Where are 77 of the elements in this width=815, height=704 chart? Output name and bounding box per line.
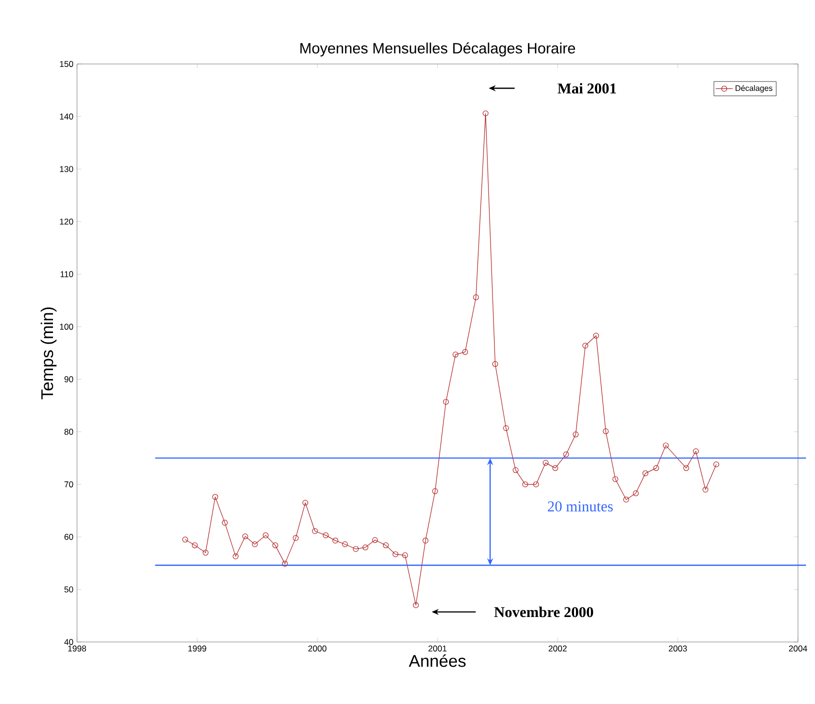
point [322, 532, 329, 538]
x-tick-label: 1999 [188, 646, 206, 652]
point [563, 451, 569, 458]
point [222, 520, 228, 526]
point [352, 546, 359, 552]
x-tick-label: 2004 [789, 646, 808, 652]
y-tick-label: 150 [60, 60, 74, 67]
point [522, 481, 528, 488]
point [432, 488, 438, 494]
annotation: 20 minutes [548, 501, 613, 512]
y-tick-label: 40 [64, 638, 74, 645]
point [382, 542, 389, 548]
x-axis-title: Années [408, 654, 466, 667]
point [402, 552, 408, 558]
point [533, 481, 539, 488]
point [362, 544, 368, 550]
point [692, 448, 699, 454]
y-tick-label: 60 [64, 534, 74, 540]
y-tick-label: 140 [60, 114, 74, 120]
point [632, 490, 639, 496]
point [192, 542, 198, 548]
annotation: Mai 2001 [558, 83, 616, 94]
x-tick-label: 2003 [668, 646, 687, 652]
point [572, 432, 579, 438]
point [492, 361, 498, 367]
y-tick-label: 80 [64, 428, 74, 435]
point [443, 398, 449, 405]
point [552, 465, 558, 471]
point [372, 537, 378, 543]
point [582, 342, 588, 349]
point [503, 425, 509, 432]
point [392, 551, 398, 558]
y-tick-label: 120 [60, 218, 74, 225]
point [542, 460, 549, 466]
point [412, 602, 419, 608]
point [252, 541, 258, 548]
point [212, 494, 218, 500]
point [593, 332, 600, 339]
y-tick-label: 100 [60, 324, 74, 330]
y-tick-label: 90 [64, 376, 74, 382]
point [482, 110, 488, 116]
y-tick-label: 130 [60, 166, 74, 172]
point [272, 542, 278, 548]
y-tick-label: 70 [64, 481, 74, 488]
point [312, 528, 318, 534]
point [612, 476, 618, 482]
point [332, 538, 338, 544]
chart-title: Moyennes Mensuelles Décalages Horaire [300, 42, 576, 56]
point [292, 535, 299, 541]
point [702, 486, 708, 493]
point [422, 538, 428, 544]
y-axis-title: Temps (min) [40, 307, 57, 400]
point [232, 553, 239, 560]
point [662, 442, 669, 448]
x-tick-label: 2002 [548, 646, 567, 652]
point [262, 532, 269, 538]
point [462, 349, 468, 355]
x-tick-label: 2000 [308, 646, 326, 652]
point [342, 541, 348, 548]
y-tick-label: 110 [60, 271, 74, 278]
point [683, 465, 690, 471]
x-tick-label: 2001 [428, 646, 447, 652]
point [623, 496, 630, 502]
point [642, 470, 648, 476]
x-tick-label: 1998 [68, 646, 86, 652]
point [282, 560, 288, 567]
annotation: Novembre 2000 [494, 606, 594, 618]
point [713, 461, 720, 468]
point [602, 428, 609, 434]
point [653, 465, 660, 471]
point [473, 294, 479, 300]
point [302, 500, 308, 506]
y-tick-label: 50 [64, 586, 74, 592]
point [452, 352, 458, 358]
point [512, 467, 519, 474]
point [202, 550, 208, 556]
point [242, 533, 248, 540]
